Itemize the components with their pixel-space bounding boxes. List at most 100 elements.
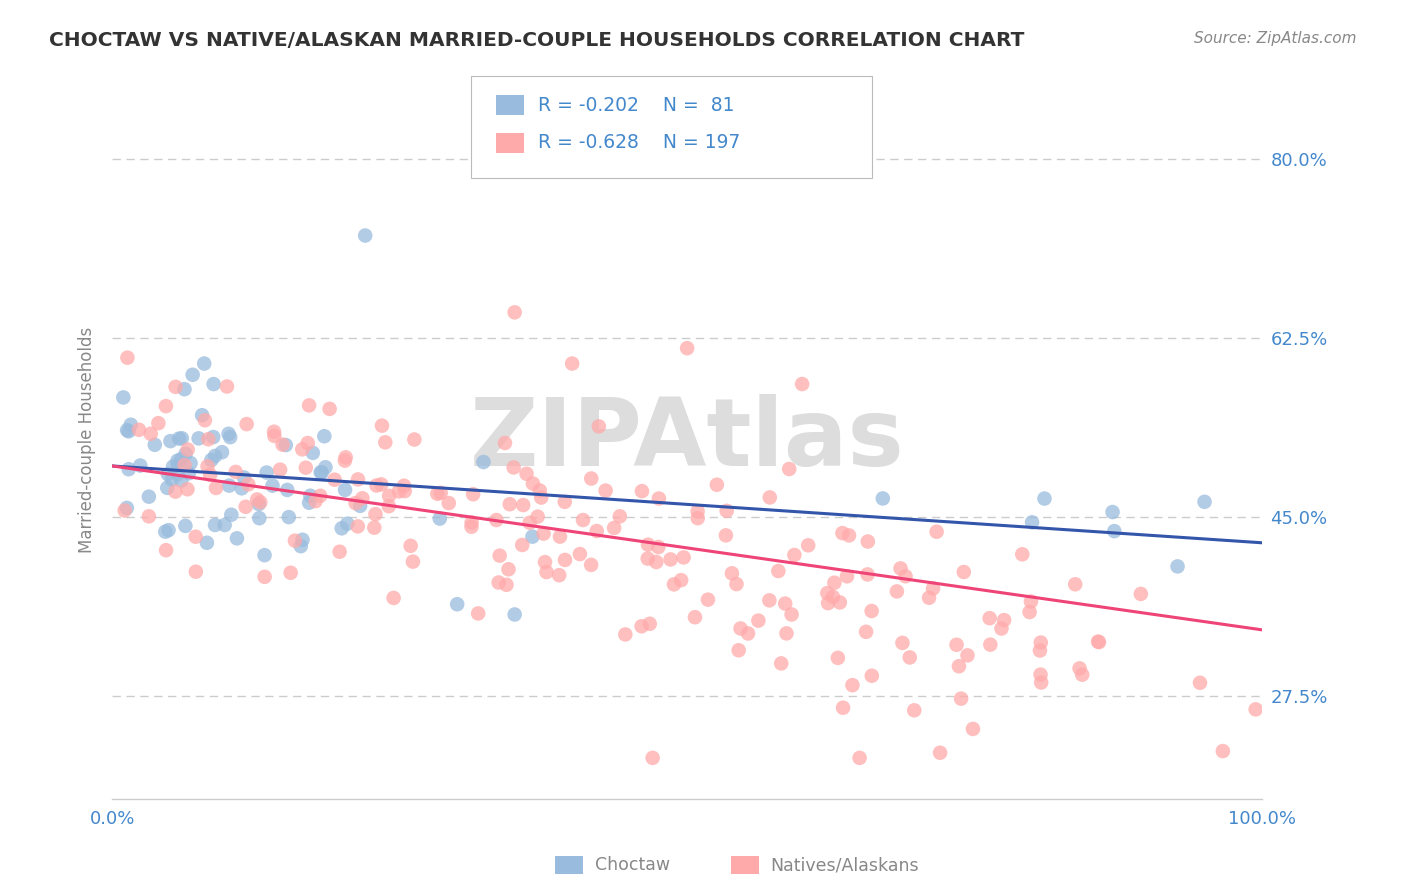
Point: [399, 539, 422, 553]
Point: [249, 495, 271, 509]
Point: [112, 391, 135, 405]
Point: [1101, 505, 1123, 519]
Point: [295, 460, 318, 475]
Point: [460, 519, 482, 533]
Point: [645, 555, 668, 569]
Point: [581, 471, 603, 485]
Point: [768, 564, 790, 578]
Point: [648, 491, 671, 506]
Point: [780, 607, 803, 622]
Point: [219, 430, 242, 444]
Point: [1021, 516, 1043, 530]
Point: [856, 567, 879, 582]
Point: [568, 547, 591, 561]
Point: [872, 491, 894, 506]
Point: [956, 648, 979, 663]
Point: [246, 492, 269, 507]
Point: [1129, 587, 1152, 601]
Point: [202, 377, 225, 392]
Point: [1069, 661, 1091, 675]
Point: [170, 452, 193, 467]
Point: [838, 528, 860, 542]
Point: [855, 624, 877, 639]
Point: [225, 465, 247, 479]
Point: [638, 616, 661, 631]
Point: [394, 484, 416, 499]
Point: [291, 442, 314, 457]
Point: [1029, 635, 1052, 649]
Point: [773, 597, 796, 611]
Point: [815, 586, 838, 600]
Point: [271, 437, 294, 451]
Point: [193, 357, 215, 371]
Point: [775, 626, 797, 640]
Point: [184, 530, 207, 544]
Text: CHOCTAW VS NATIVE/ALASKAN MARRIED-COUPLE HOUSEHOLDS CORRELATION CHART: CHOCTAW VS NATIVE/ALASKAN MARRIED-COUPLE…: [49, 31, 1025, 50]
Point: [349, 499, 371, 513]
Point: [561, 357, 583, 371]
Point: [333, 483, 356, 497]
Point: [256, 466, 278, 480]
Point: [429, 486, 451, 500]
Point: [333, 453, 356, 467]
Point: [945, 638, 967, 652]
Point: [309, 489, 332, 503]
Point: [366, 478, 388, 492]
Point: [778, 462, 800, 476]
Point: [347, 472, 370, 486]
Point: [721, 566, 744, 581]
Point: [1029, 643, 1052, 657]
Point: [461, 487, 484, 501]
Point: [962, 722, 984, 736]
Text: Source: ZipAtlas.com: Source: ZipAtlas.com: [1194, 31, 1357, 46]
Point: [218, 426, 240, 441]
Point: [297, 436, 319, 450]
Point: [1018, 605, 1040, 619]
Point: [747, 614, 769, 628]
Point: [797, 538, 820, 552]
Point: [299, 489, 322, 503]
Point: [630, 619, 652, 633]
Point: [686, 511, 709, 525]
Point: [429, 511, 451, 525]
Point: [378, 489, 401, 503]
Point: [1019, 594, 1042, 608]
Point: [737, 626, 759, 640]
Point: [194, 413, 217, 427]
Point: [697, 592, 720, 607]
Text: Choctaw: Choctaw: [595, 856, 669, 874]
Point: [669, 573, 692, 587]
Point: [139, 426, 162, 441]
Point: [174, 519, 197, 533]
Point: [1167, 559, 1189, 574]
Point: [148, 416, 170, 430]
Point: [831, 526, 853, 541]
Point: [214, 518, 236, 533]
Point: [588, 419, 610, 434]
Point: [404, 433, 426, 447]
Point: [519, 516, 541, 530]
Point: [263, 425, 285, 439]
Point: [370, 477, 392, 491]
Point: [231, 481, 253, 495]
Point: [238, 477, 260, 491]
Point: [290, 539, 312, 553]
Point: [460, 516, 482, 530]
Point: [235, 417, 257, 431]
Point: [860, 604, 883, 618]
Point: [170, 474, 193, 488]
Point: [298, 496, 321, 510]
Point: [758, 593, 780, 607]
Point: [595, 483, 617, 498]
Point: [683, 610, 706, 624]
Point: [929, 746, 952, 760]
Point: [269, 463, 291, 477]
Point: [488, 575, 510, 590]
Point: [529, 483, 551, 498]
Point: [548, 530, 571, 544]
Point: [512, 498, 534, 512]
Point: [128, 423, 150, 437]
Point: [314, 460, 336, 475]
Point: [311, 466, 333, 480]
Point: [402, 555, 425, 569]
